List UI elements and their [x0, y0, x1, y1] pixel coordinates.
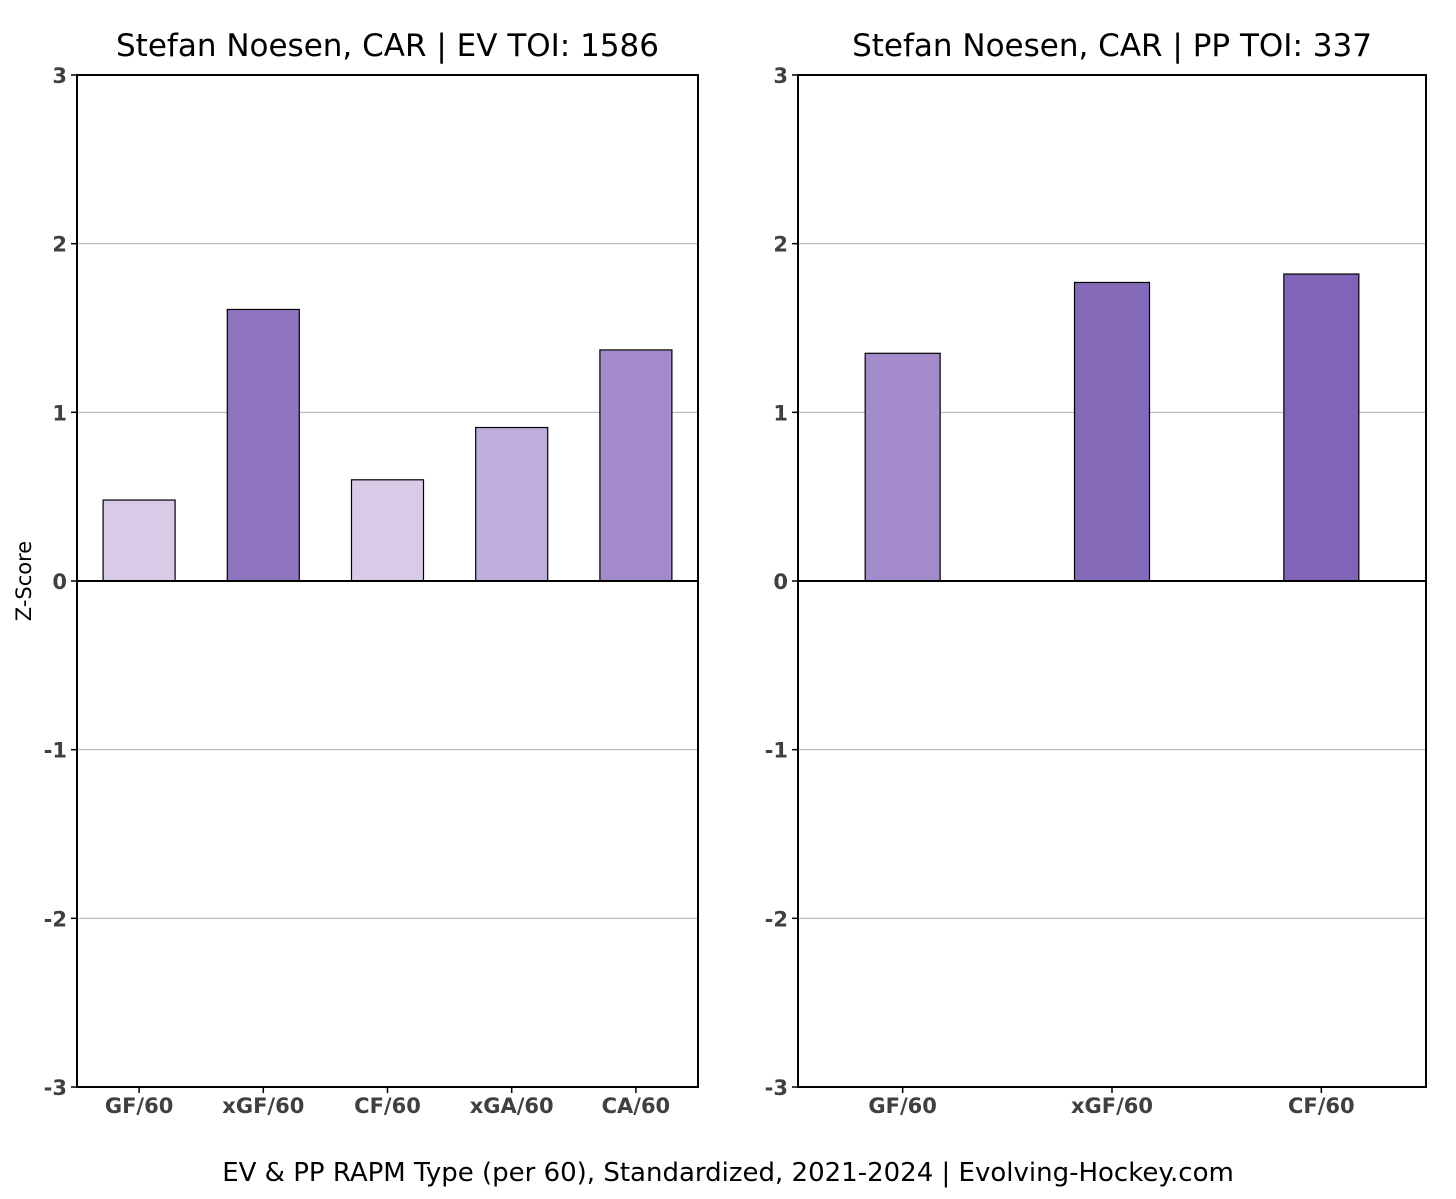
y-tick-label: 0	[773, 570, 788, 594]
bar-gf-60	[102, 499, 176, 582]
x-tick-label: xGF/60	[1071, 1094, 1153, 1118]
y-tick-label: -1	[44, 739, 67, 763]
x-tick-label: CF/60	[1288, 1094, 1355, 1118]
x-tick-label: xGA/60	[470, 1094, 554, 1118]
y-tick-label: -2	[44, 907, 67, 931]
bar-xgf-60	[1073, 281, 1151, 582]
x-tick-label: GF/60	[105, 1094, 173, 1118]
y-tick-label: 3	[52, 64, 67, 88]
y-tick-label: 2	[773, 233, 788, 257]
y-tick-label: 0	[52, 570, 67, 594]
y-tick-label: -3	[765, 1076, 788, 1100]
x-tick-label: xGF/60	[222, 1094, 304, 1118]
y-axis-label: Z-Score	[12, 541, 36, 621]
y-tick-label: 3	[773, 64, 788, 88]
ev-rapm-panel: Stefan Noesen, CAR | EV TOI: 1586 3 2 1 0 -1 -…	[12, 28, 699, 1118]
x-tick-label: GF/60	[868, 1094, 936, 1118]
bar-ca-60	[599, 349, 673, 582]
pp-rapm-panel: Stefan Noesen, CAR | PP TOI: 337 3 2 1 0 -1 -2…	[765, 28, 1427, 1118]
bar-cf-60	[1283, 273, 1360, 582]
bar-xgf-60	[226, 308, 300, 582]
panel-title: Stefan Noesen, CAR | PP TOI: 337	[852, 28, 1372, 64]
panel-title: Stefan Noesen, CAR | EV TOI: 1586	[116, 28, 659, 64]
y-tick-label: -3	[44, 1076, 67, 1100]
y-tick-label: 1	[52, 401, 67, 425]
figure-caption: EV & PP RAPM Type (per 60), Standardized…	[222, 1158, 1234, 1188]
bar-gf-60	[864, 352, 941, 582]
x-tick-label: CF/60	[354, 1094, 421, 1118]
y-tick-label: -2	[765, 907, 788, 931]
y-tick-label: 2	[52, 233, 67, 257]
x-tick-label: CA/60	[602, 1094, 671, 1118]
bar-xga-60	[475, 426, 549, 582]
bar-cf-60	[350, 479, 425, 582]
y-tick-label: 1	[773, 401, 788, 425]
y-tick-label: -1	[765, 739, 788, 763]
